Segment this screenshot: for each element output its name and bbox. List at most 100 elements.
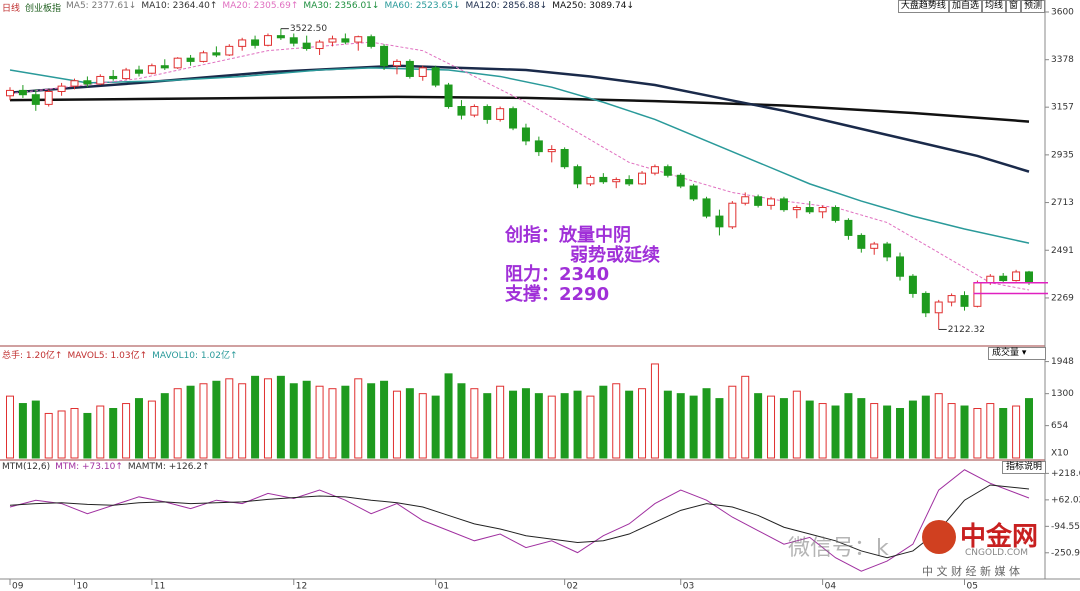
volume-bar: [908, 400, 917, 459]
candle-body: [844, 219, 853, 236]
candle-body: [573, 166, 582, 185]
candle-body: [534, 140, 543, 153]
watermark-slogan: 中 文 财 经 新 媒 体: [922, 565, 1020, 578]
candle-body: [109, 75, 118, 80]
volume-bar: [302, 380, 311, 459]
candle-body: [1012, 271, 1021, 282]
legend-item: MA5: 2377.61↓: [66, 1, 137, 11]
volume-bar: [444, 373, 453, 459]
x-tick-label: 02: [567, 582, 578, 591]
toolbar-button[interactable]: 均线: [981, 0, 1006, 13]
volume-bar: [599, 385, 608, 459]
volume-bar: [380, 380, 389, 459]
y-tick-label: 1300: [1051, 389, 1074, 399]
candle-body: [483, 106, 492, 120]
watermark-site: CNGOLD.COM: [965, 548, 1029, 558]
candle-body: [612, 179, 621, 183]
candle-body: [186, 57, 195, 62]
candle-body: [947, 295, 956, 303]
volume-bar: [173, 388, 182, 459]
volume-bar: [921, 395, 930, 459]
volume-bar: [470, 388, 479, 459]
ma-line: [9, 41, 1030, 291]
legend-item: MA60: 2523.65↓: [384, 1, 461, 11]
y-tick-label: -250.9: [1051, 548, 1080, 558]
volume-bar: [367, 383, 376, 459]
legend-item: 总手: 1.20亿↑: [2, 351, 63, 361]
volume-bar: [586, 395, 595, 459]
y-tick-label: 1948: [1051, 357, 1074, 367]
ma-line: [9, 67, 1030, 244]
y-tick-label: 3157: [1051, 103, 1074, 113]
toolbar: 大盘趋势线 加自选 均线窗预测: [897, 0, 1045, 13]
legend-item: MA30: 2356.01↓: [303, 1, 380, 11]
candle-body: [122, 69, 131, 80]
volume-bar: [31, 400, 40, 459]
volume-bar: [328, 388, 337, 459]
volume-bar: [263, 378, 272, 459]
volume-bar: [147, 400, 156, 459]
candle-body: [18, 89, 27, 96]
candle-body: [638, 172, 647, 185]
y-tick-label: 654: [1051, 421, 1068, 431]
candle-body: [779, 198, 788, 211]
x-tick-label: 03: [683, 582, 694, 591]
candle-body: [999, 275, 1008, 282]
legend-item: 创业板指: [25, 4, 62, 14]
volume-bar: [715, 398, 724, 459]
volume-bar: [728, 385, 737, 459]
candle-body: [276, 35, 285, 39]
y-tick-label: +218.6: [1051, 469, 1080, 479]
volume-selector[interactable]: 成交量 ▾: [988, 347, 1046, 360]
candle-body: [57, 85, 66, 92]
button-text: 指标说明: [1006, 462, 1043, 472]
legend-item: MTM: +73.10↑: [55, 462, 123, 472]
volume-bar: [57, 410, 66, 459]
candle-body: [741, 196, 750, 204]
toolbar-button[interactable]: 加自选: [948, 0, 982, 13]
candle-body: [702, 198, 711, 217]
candle-body: [263, 35, 272, 46]
volume-bar: [973, 408, 982, 459]
candle-body: [457, 106, 466, 116]
candle-body: [547, 148, 556, 153]
volume-bar: [483, 393, 492, 459]
volume-bar: [457, 383, 466, 459]
toolbar-button[interactable]: 大盘趋势线: [897, 0, 949, 13]
logo-icon: [922, 520, 956, 554]
candle-body: [767, 198, 776, 206]
volume-bar: [405, 388, 414, 459]
volume-bar: [44, 412, 53, 459]
toolbar-button[interactable]: 预测: [1020, 0, 1045, 13]
volume-bar: [947, 403, 956, 459]
candle-body: [431, 67, 440, 86]
legend-item: MAMTM: +126.2↑: [127, 462, 210, 472]
legend-item: MA20: 2305.69↑: [222, 1, 299, 11]
candle-body: [83, 80, 92, 85]
candle-body: [160, 65, 169, 69]
volume-bar: [999, 408, 1008, 459]
indicator-button[interactable]: 指标说明: [1002, 461, 1047, 474]
candle-body: [470, 106, 479, 116]
volume-bar: [160, 393, 169, 459]
candle-body: [663, 166, 672, 176]
watermark-wechat: 微信号：k: [788, 536, 889, 561]
candle-body: [715, 215, 724, 228]
candle-body: [818, 207, 827, 213]
legend-item: MAVOL5: 1.03亿↑: [67, 351, 148, 361]
candle-body: [173, 57, 182, 69]
volume-bar: [289, 383, 298, 459]
candle-body: [418, 67, 427, 77]
extreme-label: 3522.50: [290, 24, 327, 34]
unit-label: X10: [1051, 449, 1069, 459]
candle-body: [96, 75, 105, 85]
candle-body: [973, 282, 982, 307]
toolbar-button[interactable]: 窗: [1005, 0, 1021, 13]
candle-body: [986, 275, 995, 284]
volume-bar: [122, 403, 131, 459]
volume-bar: [354, 378, 363, 459]
volume-bar: [960, 405, 969, 459]
candle-body: [599, 176, 608, 183]
candle-body: [792, 207, 801, 211]
